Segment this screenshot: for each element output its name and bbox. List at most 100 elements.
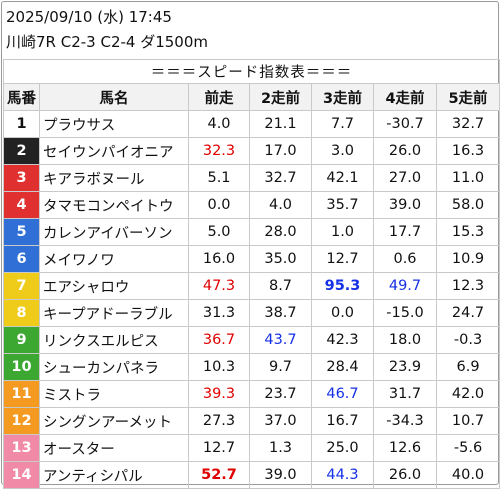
speed-index-cell: 0.0 [311, 299, 374, 327]
speed-index-cell: 49.7 [373, 272, 437, 300]
speed-index-cell: 31.3 [188, 299, 250, 327]
horse-name-cell: キアラボヌール [39, 164, 189, 192]
speed-index-cell: 43.7 [249, 326, 312, 354]
table-title: ＝＝＝スピード指数表＝＝＝ [2, 59, 501, 84]
speed-index-cell: 31.7 [373, 380, 437, 408]
speed-index-cell: 16.0 [188, 245, 250, 273]
col-header-2-races-ago: 2走前 [249, 83, 312, 111]
horse-name-cell: シングンアーメット [39, 407, 189, 435]
speed-index-cell: 10.9 [435, 245, 501, 273]
horse-number-cell: 3 [3, 164, 40, 192]
horse-number-cell: 2 [3, 137, 40, 165]
speed-index-cell: -30.7 [373, 110, 437, 138]
horse-name-cell: リンクスエルピス [39, 326, 189, 354]
speed-index-cell: 0.0 [188, 191, 250, 219]
speed-index-cell: 12.6 [373, 434, 437, 462]
speed-index-cell: 16.7 [311, 407, 374, 435]
speed-index-cell: 36.7 [188, 326, 250, 354]
speed-index-cell: 5.1 [188, 164, 250, 192]
speed-index-cell: 42.1 [311, 164, 374, 192]
race-datetime: 2025/09/10 (水) 17:45 [6, 8, 172, 26]
speed-index-cell: -5.6 [435, 434, 501, 462]
horse-number-cell: 10 [3, 353, 40, 381]
speed-index-cell: 38.7 [249, 299, 312, 327]
speed-index-cell: 37.0 [249, 407, 312, 435]
speed-index-cell: -0.3 [435, 326, 501, 354]
speed-index-cell: 32.3 [188, 137, 250, 165]
horse-number-cell: 14 [3, 461, 40, 489]
speed-index-cell: 39.3 [188, 380, 250, 408]
speed-index-cell: -15.0 [373, 299, 437, 327]
horse-number-cell: 5 [3, 218, 40, 246]
horse-name-cell: セイウンパイオニア [39, 137, 189, 165]
horse-name-cell: ミストラ [39, 380, 189, 408]
speed-index-cell: 6.9 [435, 353, 501, 381]
table-row: 9 リンクスエルピス 36.7 43.7 42.3 18.0 -0.3 [3, 326, 501, 354]
col-header-5-races-ago: 5走前 [435, 83, 501, 111]
table-row: 3 キアラボヌール 5.1 32.7 42.1 27.0 11.0 [3, 164, 501, 192]
speed-index-cell: 3.0 [311, 137, 374, 165]
horse-number-cell: 7 [3, 272, 40, 300]
speed-index-cell: 39.0 [249, 461, 312, 489]
speed-index-cell: 10.3 [188, 353, 250, 381]
speed-index-cell: 47.3 [188, 272, 250, 300]
speed-index-cell: -34.3 [373, 407, 437, 435]
speed-index-cell: 10.7 [435, 407, 501, 435]
speed-index-cell: 12.3 [435, 272, 501, 300]
horse-number-cell: 9 [3, 326, 40, 354]
race-info: 川崎7R C2-3 C2-4 ダ1500m [6, 33, 209, 51]
table-row: 1 プラウサス 4.0 21.1 7.7 -30.7 32.7 [3, 110, 501, 138]
horse-name-cell: エアシャロウ [39, 272, 189, 300]
speed-index-cell: 26.0 [373, 461, 437, 489]
table-row: 6 メイワノワ 16.0 35.0 12.7 0.6 10.9 [3, 245, 501, 273]
speed-index-cell: 17.7 [373, 218, 437, 246]
horse-number-cell: 11 [3, 380, 40, 408]
speed-index-cell: 58.0 [435, 191, 501, 219]
table-row: 13 オースター 12.7 1.3 25.0 12.6 -5.6 [3, 434, 501, 462]
speed-index-cell: 26.0 [373, 137, 437, 165]
speed-index-cell: 40.0 [435, 461, 501, 489]
table-row: 7 エアシャロウ 47.3 8.7 95.3 49.7 12.3 [3, 272, 501, 300]
col-header-last-race: 前走 [188, 83, 250, 111]
horse-name-cell: キープアドーラブル [39, 299, 189, 327]
col-header-3-races-ago: 3走前 [311, 83, 374, 111]
speed-index-cell: 0.6 [373, 245, 437, 273]
horse-number-cell: 8 [3, 299, 40, 327]
col-header-horse-name: 馬名 [39, 83, 189, 111]
horse-name-cell: オースター [39, 434, 189, 462]
speed-index-cell: 28.0 [249, 218, 312, 246]
speed-index-cell: 23.7 [249, 380, 312, 408]
speed-index-cell: 9.7 [249, 353, 312, 381]
horse-name-cell: メイワノワ [39, 245, 189, 273]
horse-number-cell: 6 [3, 245, 40, 273]
horse-name-cell: カレンアイバーソン [39, 218, 189, 246]
table-row: 8 キープアドーラブル 31.3 38.7 0.0 -15.0 24.7 [3, 299, 501, 327]
horse-name-cell: シューカンパネラ [39, 353, 189, 381]
horse-name-cell: プラウサス [39, 110, 189, 138]
table-row: 10 シューカンパネラ 10.3 9.7 28.4 23.9 6.9 [3, 353, 501, 381]
horse-name-cell: アンティシパル [39, 461, 189, 489]
speed-index-cell: 7.7 [311, 110, 374, 138]
speed-index-cell: 16.3 [435, 137, 501, 165]
horse-number-cell: 1 [3, 110, 40, 138]
speed-index-table: ＝＝＝スピード指数表＝＝＝ 馬番 馬名 前走 2走前 3走前 4走前 5走前 1… [2, 59, 501, 489]
speed-index-cell: 12.7 [188, 434, 250, 462]
speed-index-cell: 35.7 [311, 191, 374, 219]
speed-index-cell: 8.7 [249, 272, 312, 300]
speed-index-cell: 23.9 [373, 353, 437, 381]
speed-index-cell: 32.7 [249, 164, 312, 192]
col-header-horse-number: 馬番 [3, 83, 40, 111]
speed-index-cell: 15.3 [435, 218, 501, 246]
table-row: 2 セイウンパイオニア 32.3 17.0 3.0 26.0 16.3 [3, 137, 501, 165]
table-row: 11 ミストラ 39.3 23.7 46.7 31.7 42.0 [3, 380, 501, 408]
col-header-4-races-ago: 4走前 [373, 83, 437, 111]
speed-index-cell: 32.7 [435, 110, 501, 138]
table-row: 5 カレンアイバーソン 5.0 28.0 1.0 17.7 15.3 [3, 218, 501, 246]
speed-index-cell: 39.0 [373, 191, 437, 219]
speed-index-cell: 44.3 [311, 461, 374, 489]
speed-index-cell: 17.0 [249, 137, 312, 165]
speed-index-cell: 28.4 [311, 353, 374, 381]
table-header-row: 馬番 馬名 前走 2走前 3走前 4走前 5走前 [3, 83, 501, 111]
speed-index-cell: 1.0 [311, 218, 374, 246]
